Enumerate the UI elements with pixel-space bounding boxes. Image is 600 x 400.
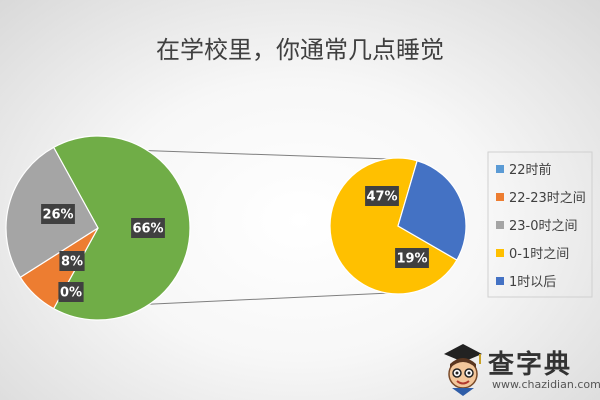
data-label: 0%: [58, 282, 84, 302]
data-label-box: [59, 251, 85, 271]
data-label-text: 26%: [42, 208, 73, 223]
legend-swatch: [496, 193, 504, 201]
legend-label: 0-1时之间: [509, 247, 569, 262]
pie-slice: [52, 135, 191, 321]
watermark-name: 查字典: [488, 350, 573, 380]
data-label: 19%: [395, 248, 429, 268]
chart-legend: 22时前 22-23时之间 23-0时之间 0-1时之间 1时以后: [487, 151, 593, 298]
watermark-url: www.chazidian.com: [492, 378, 600, 391]
data-label: 8%: [59, 251, 85, 271]
legend-entry: 0-1时之间: [496, 247, 569, 262]
data-label-box: [58, 282, 84, 302]
legend-label: 22时前: [509, 162, 552, 178]
data-labels: 66% 0% 8% 26% 47% 19%: [41, 186, 429, 302]
secondary-pie: [329, 157, 467, 295]
data-label-text: 47%: [366, 190, 397, 205]
pie-slice: [397, 160, 467, 261]
legend-swatch: [496, 277, 504, 285]
chart-title: 在学校里，你通常几点睡觉: [156, 36, 444, 64]
legend-entry: 23-0时之间: [496, 219, 578, 234]
legend-label: 22-23时之间: [509, 191, 586, 206]
data-label: 66%: [131, 218, 165, 238]
data-label-box: [131, 218, 165, 238]
data-label: 47%: [365, 186, 399, 206]
data-label-box: [395, 248, 429, 268]
legend-swatch: [496, 165, 504, 173]
data-label-text: 19%: [396, 252, 427, 267]
legend-entry: 22-23时之间: [496, 191, 586, 206]
legend-swatch: [496, 221, 504, 229]
data-label-text: 8%: [61, 255, 83, 270]
legend-swatch: [496, 249, 504, 257]
legend-entry: 22时前: [496, 162, 552, 178]
mascot-icon: [444, 344, 482, 396]
legend-label: 23-0时之间: [509, 219, 578, 234]
data-label: 26%: [41, 204, 75, 224]
legend-label: 1时以后: [509, 275, 556, 290]
legend-entry: 1时以后: [496, 275, 556, 290]
data-label-text: 0%: [60, 286, 82, 301]
data-label-text: 66%: [132, 222, 163, 237]
watermark-logo: 查字典 www.chazidian.com: [440, 340, 600, 400]
data-label-box: [365, 186, 399, 206]
legend-box: [487, 151, 593, 298]
data-label-box: [41, 204, 75, 224]
